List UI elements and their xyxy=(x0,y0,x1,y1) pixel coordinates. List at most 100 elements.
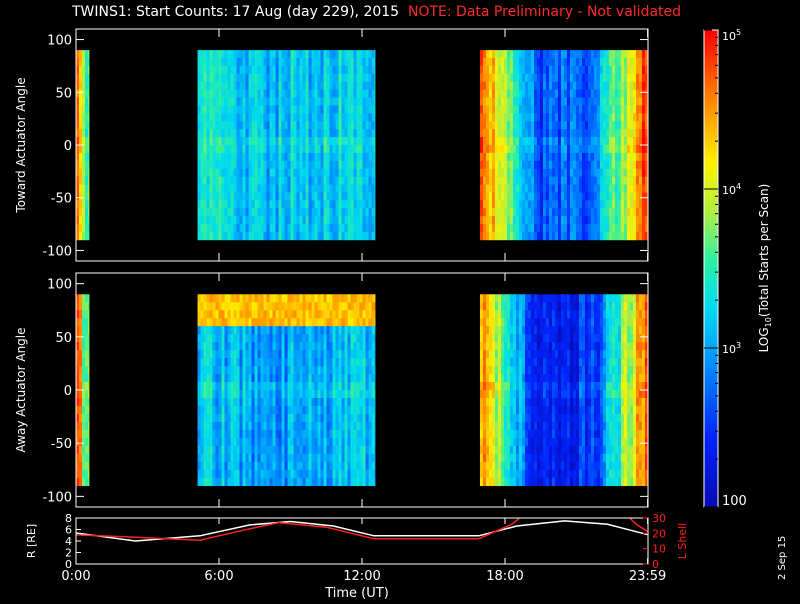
heatmap-cell xyxy=(480,430,483,438)
heatmap-cell xyxy=(495,326,498,334)
heatmap-cell xyxy=(525,414,528,422)
heatmap-cell xyxy=(621,50,624,58)
heatmap-cell xyxy=(489,145,492,153)
heatmap-cell xyxy=(516,382,519,390)
heatmap-cell xyxy=(609,145,612,153)
heatmap-cell xyxy=(279,294,282,302)
heatmap-cell xyxy=(309,192,312,200)
heatmap-cell xyxy=(207,294,210,302)
heatmap-cell xyxy=(85,414,88,422)
heatmap-cell xyxy=(315,82,318,90)
heatmap-cell xyxy=(375,145,376,153)
heatmap-cell xyxy=(588,137,591,145)
heatmap-cell xyxy=(318,98,321,106)
heatmap-cell xyxy=(201,430,204,438)
heatmap-cell xyxy=(552,58,555,66)
heatmap-cell xyxy=(330,422,333,430)
heatmap-cell xyxy=(501,454,504,462)
heatmap-cell xyxy=(324,192,327,200)
heatmap-cell xyxy=(609,74,612,82)
heatmap-cell xyxy=(234,390,237,398)
heatmap-cell xyxy=(348,438,351,446)
heatmap-cell xyxy=(225,192,228,200)
heatmap-cell xyxy=(498,137,501,145)
heatmap-cell xyxy=(82,177,85,185)
heatmap-cell xyxy=(246,153,249,161)
heatmap-cell xyxy=(297,342,300,350)
heatmap-cell xyxy=(363,82,366,90)
heatmap-cell xyxy=(273,216,276,224)
heatmap-cell xyxy=(258,50,261,58)
heatmap-cell xyxy=(297,294,300,302)
heatmap-cell xyxy=(498,398,501,406)
heatmap-cell xyxy=(85,224,88,232)
heatmap-cell xyxy=(309,478,312,486)
heatmap-cell xyxy=(82,326,85,334)
heatmap-cell xyxy=(336,145,339,153)
heatmap-cell xyxy=(288,74,291,82)
heatmap-cell xyxy=(537,374,540,382)
heatmap-cell xyxy=(567,66,570,74)
heatmap-cell xyxy=(585,216,588,224)
heatmap-cell xyxy=(219,294,222,302)
heatmap-cell xyxy=(210,446,213,454)
heatmap-cell xyxy=(207,358,210,366)
heatmap-cell xyxy=(198,232,201,240)
heatmap-cell xyxy=(498,374,501,382)
heatmap-cell xyxy=(255,137,258,145)
heatmap-cell xyxy=(513,192,516,200)
heatmap-cell xyxy=(324,105,327,113)
heatmap-cell xyxy=(204,129,207,137)
heatmap-cell xyxy=(201,90,204,98)
heatmap-cell xyxy=(348,366,351,374)
heatmap-cell xyxy=(228,98,231,106)
heatmap-cell xyxy=(516,113,519,121)
heatmap-cell xyxy=(597,232,600,240)
heatmap-cell xyxy=(252,462,255,470)
heatmap-cell xyxy=(300,216,303,224)
heatmap-cell xyxy=(375,414,376,422)
heatmap-cell xyxy=(366,374,369,382)
heatmap-cell xyxy=(88,232,89,240)
heatmap-cell xyxy=(507,446,510,454)
heatmap-cell xyxy=(336,208,339,216)
heatmap-cell xyxy=(207,208,210,216)
heatmap-cell xyxy=(303,82,306,90)
heatmap-cell xyxy=(222,208,225,216)
heatmap-cell xyxy=(618,216,621,224)
heatmap-cell xyxy=(615,74,618,82)
heatmap-cell xyxy=(204,310,207,318)
heatmap-cell xyxy=(279,113,282,121)
heatmap-cell xyxy=(603,232,606,240)
heatmap-cell xyxy=(294,478,297,486)
heatmap-cell xyxy=(321,90,324,98)
heatmap-cell xyxy=(507,382,510,390)
heatmap-cell xyxy=(564,66,567,74)
heatmap-cell xyxy=(558,74,561,82)
heatmap-cell xyxy=(315,161,318,169)
heatmap-cell xyxy=(255,82,258,90)
heatmap-cell xyxy=(585,177,588,185)
heatmap-cell xyxy=(327,137,330,145)
heatmap-cell xyxy=(261,50,264,58)
heatmap-cell xyxy=(225,90,228,98)
heatmap-cell xyxy=(639,90,642,98)
heatmap-cell xyxy=(300,58,303,66)
heatmap-cell xyxy=(82,430,85,438)
heatmap-cell xyxy=(597,208,600,216)
heatmap-cell xyxy=(228,224,231,232)
heatmap-cell xyxy=(597,177,600,185)
heatmap-cell xyxy=(513,105,516,113)
heatmap-cell xyxy=(495,50,498,58)
heatmap-cell xyxy=(225,414,228,422)
heatmap-cell xyxy=(198,318,201,326)
heatmap-cell xyxy=(501,50,504,58)
heatmap-cell xyxy=(369,121,372,129)
heatmap-cell xyxy=(624,58,627,66)
heatmap-cell xyxy=(348,430,351,438)
heatmap-cell xyxy=(372,334,375,342)
heatmap-cell xyxy=(288,310,291,318)
heatmap-cell xyxy=(624,161,627,169)
heatmap-cell xyxy=(597,153,600,161)
heatmap-cell xyxy=(366,382,369,390)
